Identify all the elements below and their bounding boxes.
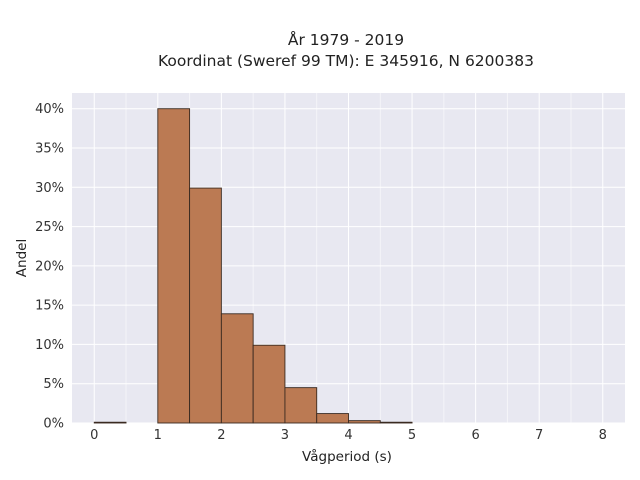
x-tick-label: 4 — [344, 428, 352, 443]
x-tick-label: 5 — [408, 428, 416, 443]
y-tick-label: 20% — [35, 259, 64, 274]
x-axis-label: Vågperiod (s) — [302, 448, 392, 465]
histogram-bars — [93, 108, 413, 424]
chart-title-line2: Koordinat (Sweref 99 TM): E 345916, N 62… — [158, 52, 534, 70]
histogram-bar — [348, 420, 381, 424]
x-tick-label: 2 — [217, 428, 225, 443]
y-tick-label: 15% — [35, 299, 64, 314]
x-tick-label: 0 — [90, 428, 98, 443]
y-tick-label: 30% — [35, 181, 64, 196]
x-tick-label: 3 — [281, 428, 289, 443]
y-tick-label: 10% — [35, 338, 64, 353]
histogram-bar — [220, 313, 254, 424]
x-tick-label: 8 — [599, 428, 607, 443]
y-axis-ticks: 0% 5% 10% 15% 20% 25% 30% 35% 40% — [35, 102, 64, 431]
histogram-bar — [189, 187, 222, 424]
y-tick-label: 40% — [35, 102, 64, 117]
chart-title-line1: År 1979 - 2019 — [288, 30, 404, 49]
histogram-bar — [93, 421, 127, 424]
histogram-bar — [252, 344, 286, 424]
y-axis-label: Andel — [14, 239, 30, 277]
x-tick-label: 1 — [154, 428, 162, 443]
y-tick-label: 35% — [35, 142, 64, 157]
x-axis-ticks: 0 1 2 3 4 5 6 7 8 — [90, 428, 607, 443]
histogram-bar — [284, 387, 318, 424]
histogram-bar — [157, 108, 191, 424]
histogram-bar — [316, 413, 349, 424]
x-tick-label: 6 — [471, 428, 479, 443]
y-tick-label: 0% — [43, 417, 64, 432]
x-tick-label: 7 — [535, 428, 543, 443]
y-tick-label: 5% — [43, 377, 64, 392]
histogram-bar — [379, 421, 413, 424]
y-tick-label: 25% — [35, 220, 64, 235]
